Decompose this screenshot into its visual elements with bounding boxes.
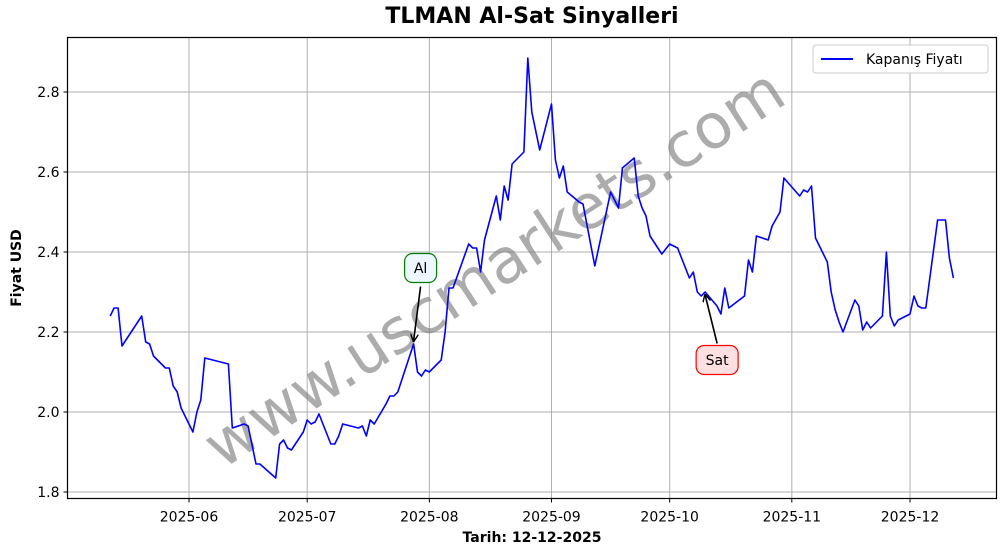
y-tick-label: 2.8 [37, 85, 59, 101]
watermark-text: www.uscmarkets.com [190, 53, 797, 483]
y-tick-label: 1.8 [37, 485, 59, 501]
chart-title: TLMAN Al-Sat Sinyalleri [385, 4, 679, 29]
signal-arrow-icon [705, 295, 718, 344]
y-tick-label: 2.0 [37, 405, 59, 421]
x-tick-label: 2025-07 [278, 510, 337, 526]
signal-label: Sat [706, 353, 729, 369]
x-tick-label: 2025-09 [522, 510, 581, 526]
y-tick-label: 2.2 [37, 325, 59, 341]
x-tick-label: 2025-08 [400, 510, 459, 526]
signal-annotations: Al Sat [403, 252, 739, 376]
x-tick-label: 2025-06 [160, 510, 219, 526]
buy-signal-annotation: Al [403, 252, 438, 342]
x-tick-label: 2025-11 [763, 510, 822, 526]
x-tick-label: 2025-12 [881, 510, 940, 526]
grid [67, 37, 997, 499]
legend-label: Kapanış Fiyatı [866, 52, 963, 68]
plot-frame [66, 36, 998, 500]
signal-arrow-icon [414, 286, 422, 342]
y-axis-title: Fiyat USD [9, 229, 25, 307]
legend: Kapanış Fiyatı [812, 44, 989, 74]
signal-label-box [403, 252, 438, 284]
price-line [109, 57, 955, 479]
sell-signal-annotation: Sat [695, 295, 739, 376]
legend-box [812, 44, 989, 74]
x-axis-title: Tarih: 12-12-2025 [463, 530, 602, 546]
axis-ticks: 1.8 2.0 2.2 2.4 2.6 2.8 2025-06 2025-07 2025-08 2… [37, 85, 939, 526]
signal-label-box [695, 344, 739, 376]
x-tick-label: 2025-10 [640, 510, 699, 526]
watermark: www.uscmarkets.com [190, 53, 797, 483]
y-tick-label: 2.4 [37, 245, 59, 261]
y-tick-label: 2.6 [37, 165, 59, 181]
signal-label: Al [414, 261, 427, 277]
price-line-series [109, 57, 955, 479]
